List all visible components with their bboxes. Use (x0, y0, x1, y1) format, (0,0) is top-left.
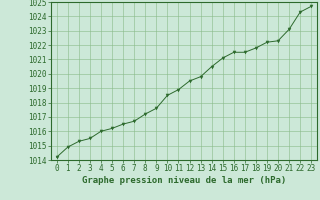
X-axis label: Graphe pression niveau de la mer (hPa): Graphe pression niveau de la mer (hPa) (82, 176, 286, 185)
